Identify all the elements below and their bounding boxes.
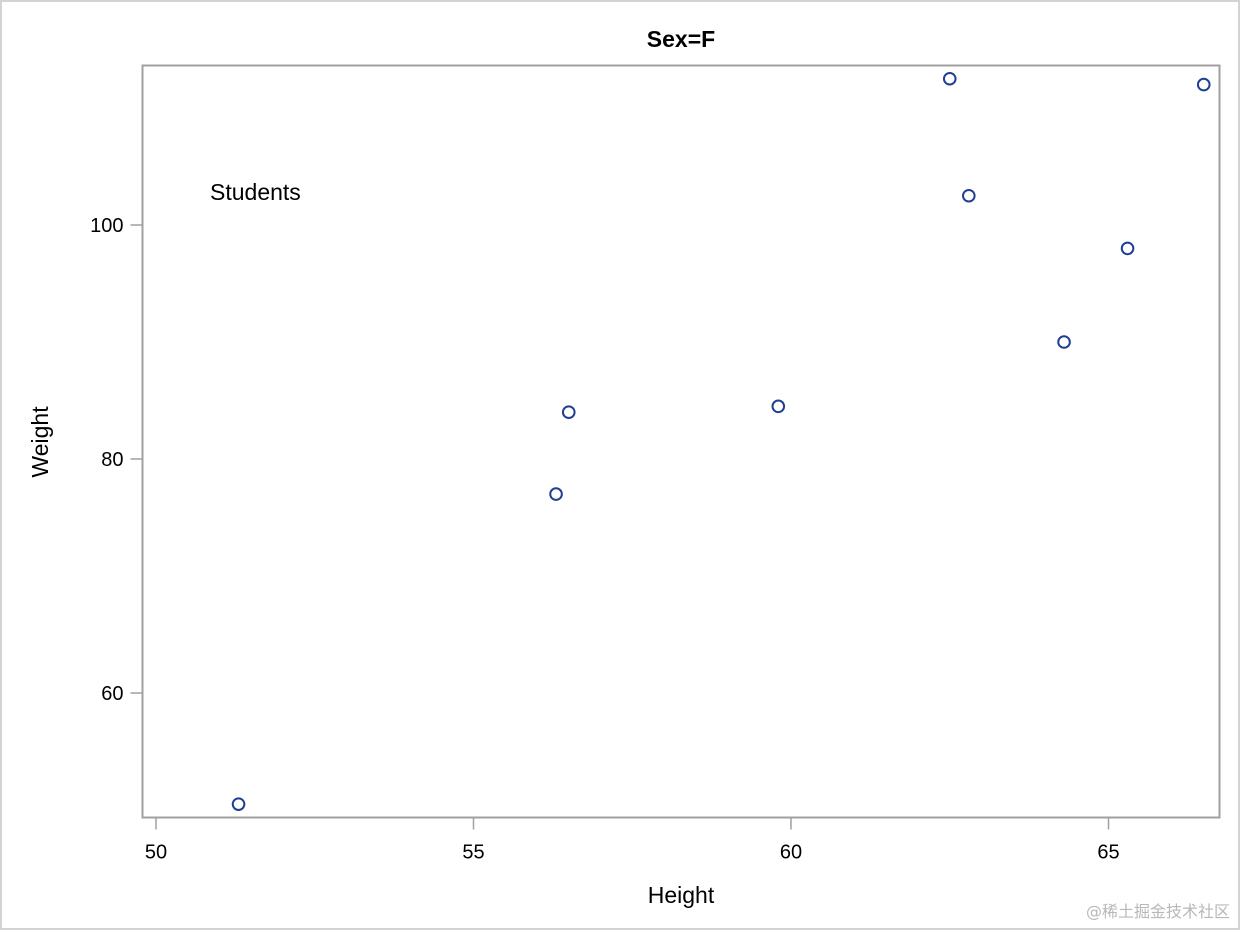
annotation-text: Students [210,179,301,205]
y-axis: 60 80 100 [90,215,143,705]
scatter-point [549,487,563,501]
scatter-point [1120,241,1135,256]
chart-title: Sex=F [647,26,715,52]
scatter-point [942,71,957,86]
x-tick-label: 55 [462,842,484,864]
y-tick-label: 60 [101,683,123,705]
x-axis-label: Height [648,882,715,908]
scatter-point [561,405,576,420]
x-tick-label: 60 [780,842,802,864]
y-axis-label: Weight [27,406,53,478]
annotations: Students [210,179,301,205]
scatter-point [771,399,786,414]
x-tick-label: 65 [1097,842,1119,864]
y-tick-label: 80 [101,449,123,471]
scatter-point [962,188,976,203]
watermark: @稀土掘金技术社区 [1085,902,1230,921]
scatter-point [231,797,246,811]
plot-frame [141,64,1221,819]
x-tick-label: 50 [145,842,167,864]
y-tick-label: 100 [90,215,123,237]
scatter-point [1196,77,1211,92]
x-axis: 50 55 60 65 [145,817,1120,864]
scatter-point [1057,335,1071,349]
data-points [231,71,1211,811]
